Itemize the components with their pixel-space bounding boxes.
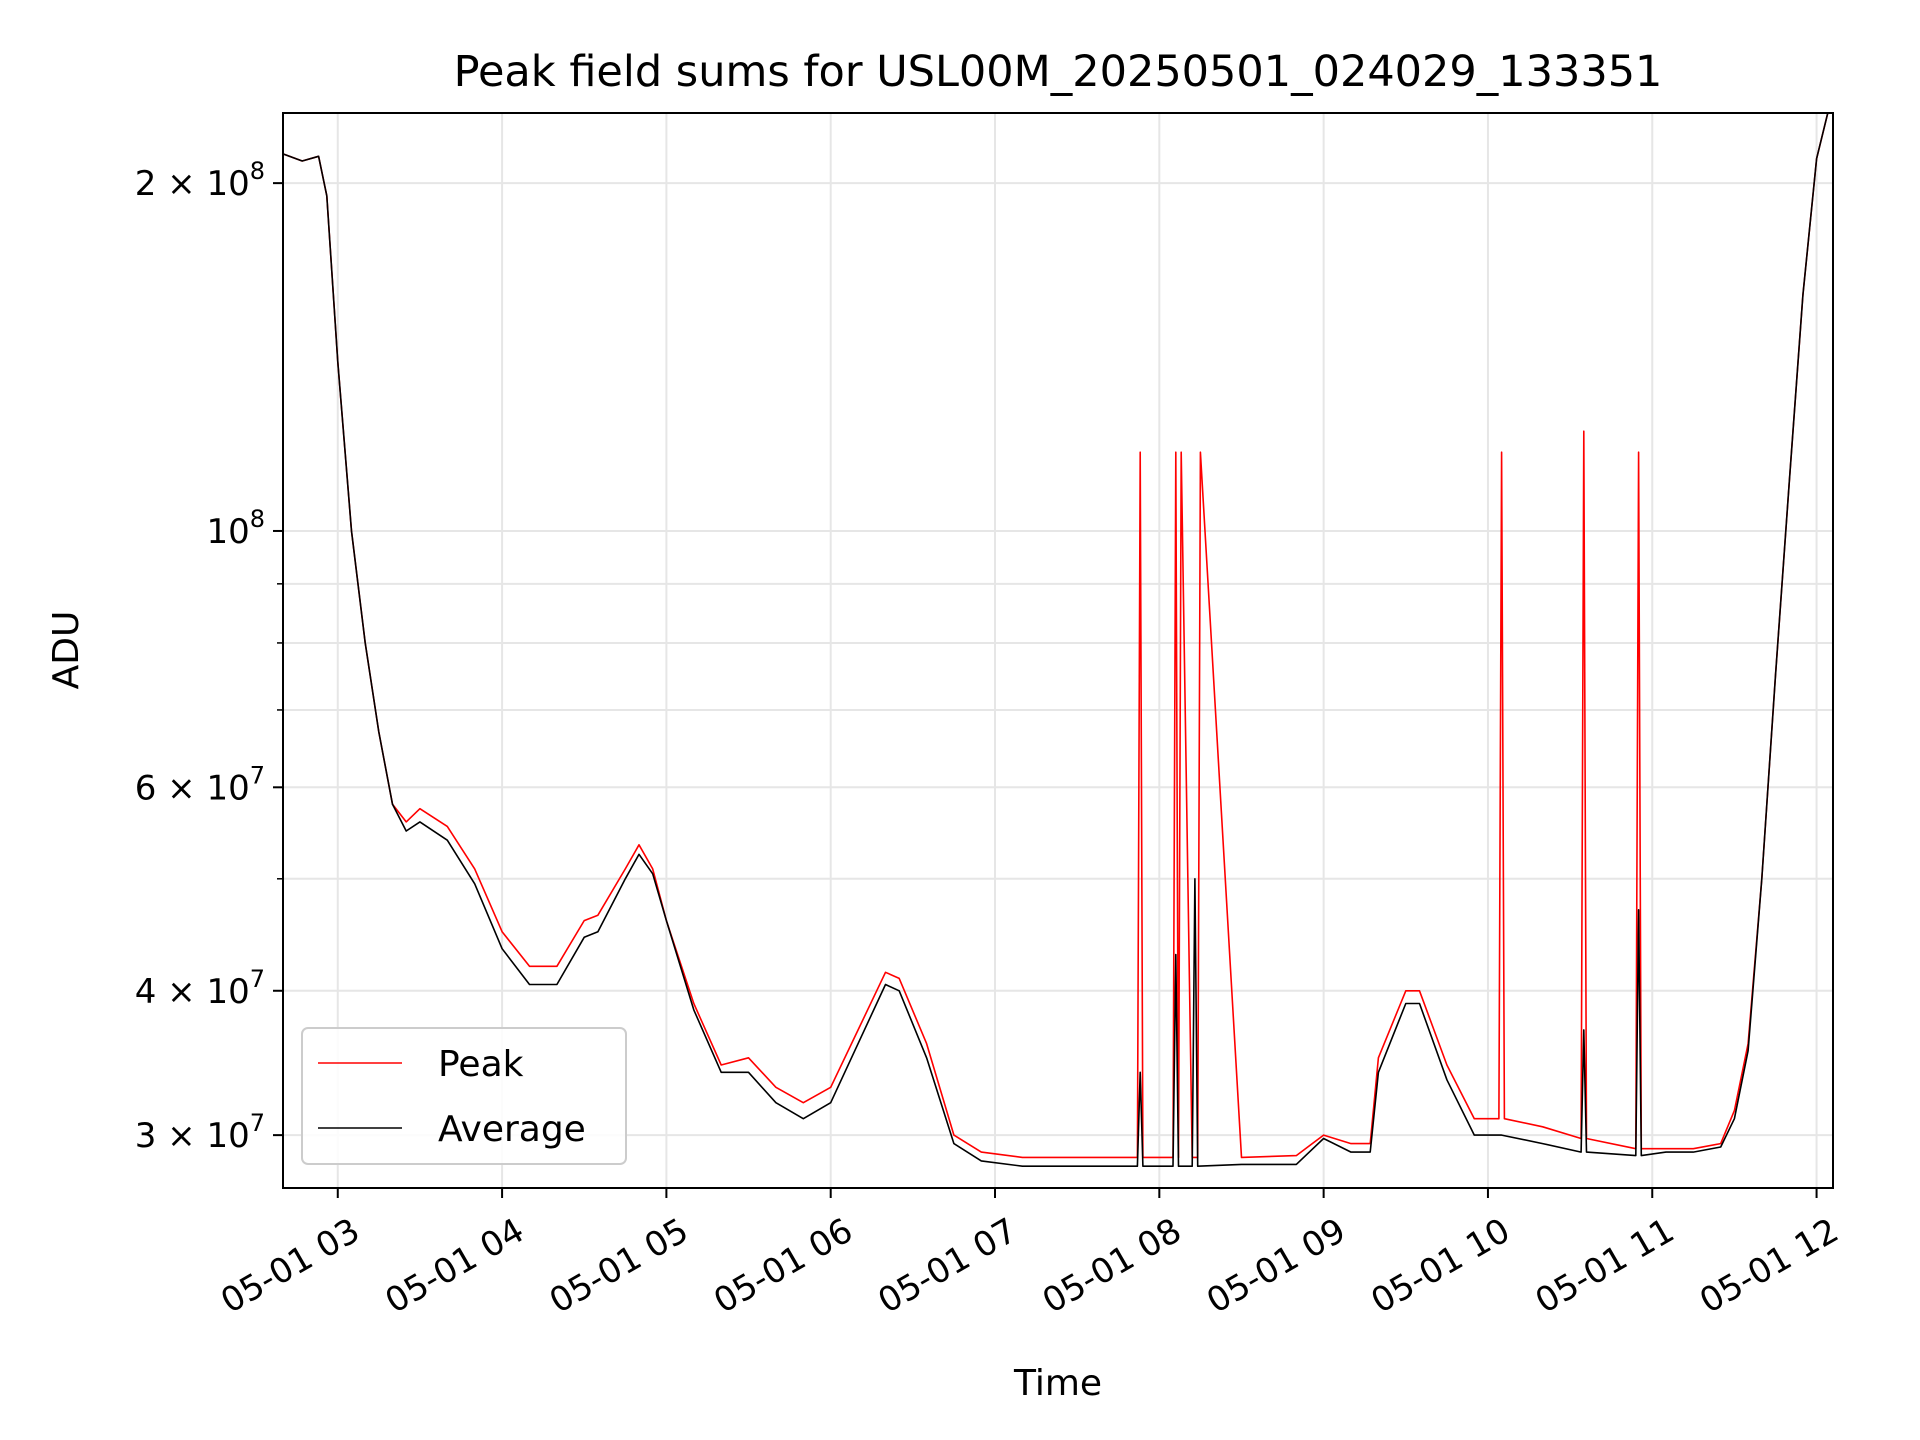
plot-series: [283, 113, 1829, 1167]
x-tick-label: 05-01 03: [214, 1211, 366, 1322]
x-tick-label: 05-01 07: [872, 1211, 1024, 1322]
y-tick-label: 3 × 107: [135, 1109, 265, 1156]
legend-box: [301, 1027, 627, 1165]
legend-label-average: Average: [438, 1109, 586, 1150]
plot-frame: [282, 112, 1834, 1189]
legend: Peak Average: [301, 1027, 627, 1165]
x-tick-label: 05-01 04: [379, 1211, 531, 1322]
legend-label-peak: Peak: [438, 1044, 524, 1085]
grid: [283, 113, 1833, 1188]
x-tick-label: 05-01 09: [1200, 1211, 1352, 1322]
y-tick-label: 108: [206, 505, 265, 552]
chart-title: Peak field sums for USL00M_20250501_0240…: [454, 47, 1663, 97]
y-tick-label: 2 × 108: [135, 157, 265, 204]
y-tick-label: 6 × 107: [135, 761, 265, 808]
series-line-peak: [283, 113, 1829, 1159]
x-tick-label: 05-01 10: [1364, 1211, 1516, 1322]
x-tick-label: 05-01 11: [1529, 1211, 1681, 1322]
y-axis-label: ADU: [46, 611, 87, 690]
series-line-average: [283, 113, 1829, 1167]
x-tick-label: 05-01 06: [707, 1211, 859, 1322]
x-tick-label: 05-01 12: [1693, 1211, 1845, 1322]
x-axis-label: Time: [1013, 1363, 1102, 1404]
x-tick-label: 05-01 05: [543, 1211, 695, 1322]
y-tick-label: 4 × 107: [135, 965, 265, 1012]
x-tick-label: 05-01 08: [1036, 1211, 1188, 1322]
